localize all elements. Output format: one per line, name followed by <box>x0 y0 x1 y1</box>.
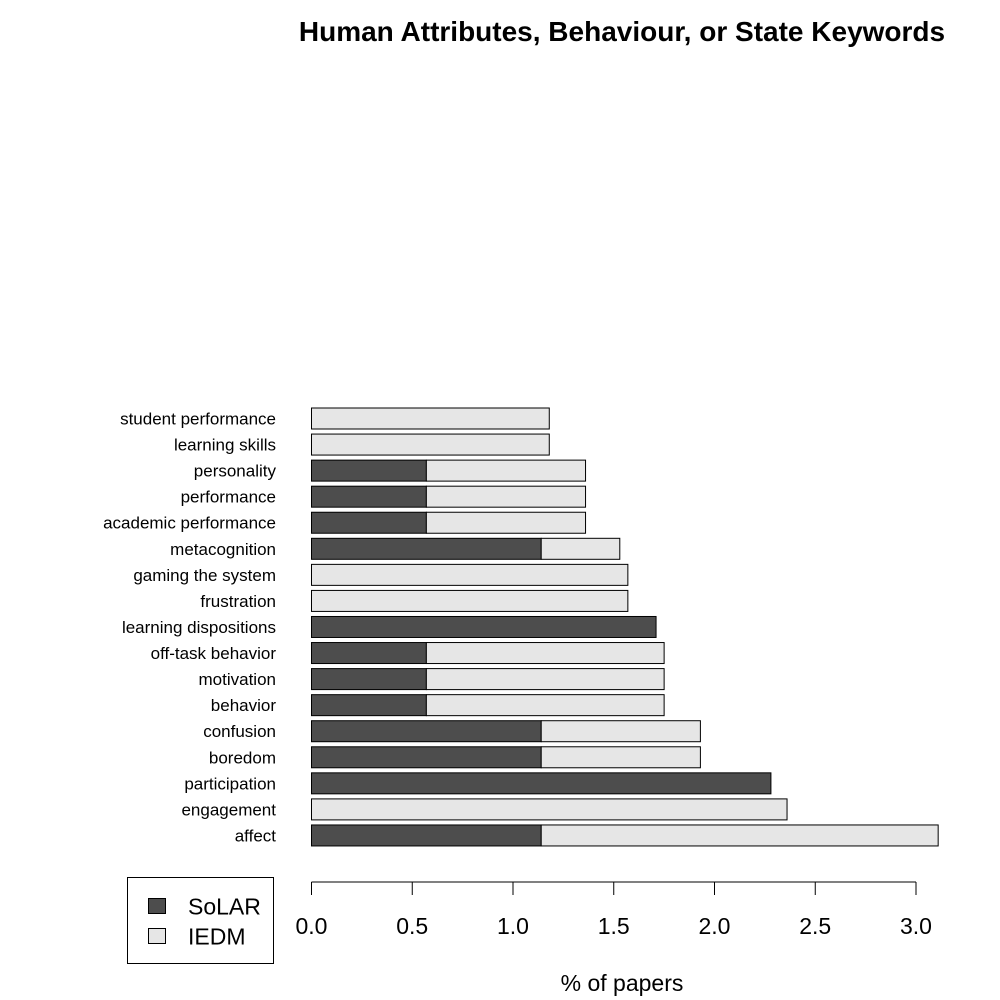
x-tick-label: 1.5 <box>598 913 630 939</box>
category-label: student performance <box>120 410 276 429</box>
category-label: participation <box>184 774 276 793</box>
bar-solar-13 <box>311 746 542 769</box>
bar-iedm-13 <box>540 746 701 769</box>
category-label: personality <box>194 462 277 481</box>
category-label: academic performance <box>103 514 276 533</box>
bar-iedm-2 <box>425 459 587 482</box>
x-tick-label: 1.0 <box>497 913 529 939</box>
category-label: engagement <box>181 800 276 819</box>
bar-solar-9 <box>311 642 427 665</box>
bar-solar-14 <box>311 772 772 795</box>
category-label: performance <box>181 488 276 507</box>
bar-iedm-12 <box>540 720 701 743</box>
bar-solar-12 <box>311 720 542 743</box>
category-label: metacognition <box>170 540 276 559</box>
category-label: motivation <box>199 670 276 689</box>
category-label: confusion <box>203 722 276 741</box>
x-tick-label: 0.5 <box>396 913 428 939</box>
bar-iedm-0 <box>311 407 550 430</box>
bar-solar-3 <box>311 485 427 508</box>
bar-solar-2 <box>311 459 427 482</box>
x-tick-label: 2.0 <box>699 913 731 939</box>
legend-swatch-iedm <box>148 928 166 944</box>
bar-solar-5 <box>311 537 542 560</box>
category-label: learning dispositions <box>122 618 276 637</box>
bar-iedm-9 <box>425 642 665 665</box>
bar-solar-11 <box>311 694 427 717</box>
legend-label-iedm: IEDM <box>188 924 246 950</box>
category-labels: student performance learning skills person… <box>103 410 276 846</box>
bar-iedm-3 <box>425 485 587 508</box>
bar-solar-8 <box>311 615 657 638</box>
legend: SoLAR IEDM <box>127 877 274 964</box>
bar-iedm-15 <box>311 798 788 821</box>
category-label: off-task behavior <box>151 644 277 663</box>
bar-iedm-11 <box>425 694 665 717</box>
category-label: boredom <box>209 748 276 767</box>
bar-solar-4 <box>311 511 427 534</box>
bar-iedm-4 <box>425 511 587 534</box>
chart-title: Human Attributes, Behaviour, or State Ke… <box>299 16 945 47</box>
x-axis: 0.0 0.5 1.0 1.5 2.0 2.5 3.0 <box>296 881 932 939</box>
legend-label-solar: SoLAR <box>188 894 261 920</box>
category-label: behavior <box>211 696 277 715</box>
x-tick-label: 2.5 <box>799 913 831 939</box>
x-tick-label: 3.0 <box>900 913 932 939</box>
category-label: gaming the system <box>133 566 276 585</box>
legend-swatch-solar <box>148 898 166 914</box>
category-label: affect <box>235 826 277 845</box>
category-label: frustration <box>200 592 276 611</box>
x-tick-label: 0.0 <box>296 913 328 939</box>
bar-iedm-5 <box>540 537 621 560</box>
bar-iedm-10 <box>425 668 665 691</box>
x-axis-label: % of papers <box>561 970 684 996</box>
bar-iedm-1 <box>311 433 550 456</box>
bar-iedm-6 <box>311 563 629 586</box>
legend-box <box>127 877 274 964</box>
category-label: learning skills <box>174 436 276 455</box>
bar-iedm-7 <box>311 589 629 612</box>
bar-iedm-16 <box>540 824 939 847</box>
bar-solar-10 <box>311 668 427 691</box>
bar-solar-16 <box>311 824 542 847</box>
bars-group <box>311 407 939 847</box>
